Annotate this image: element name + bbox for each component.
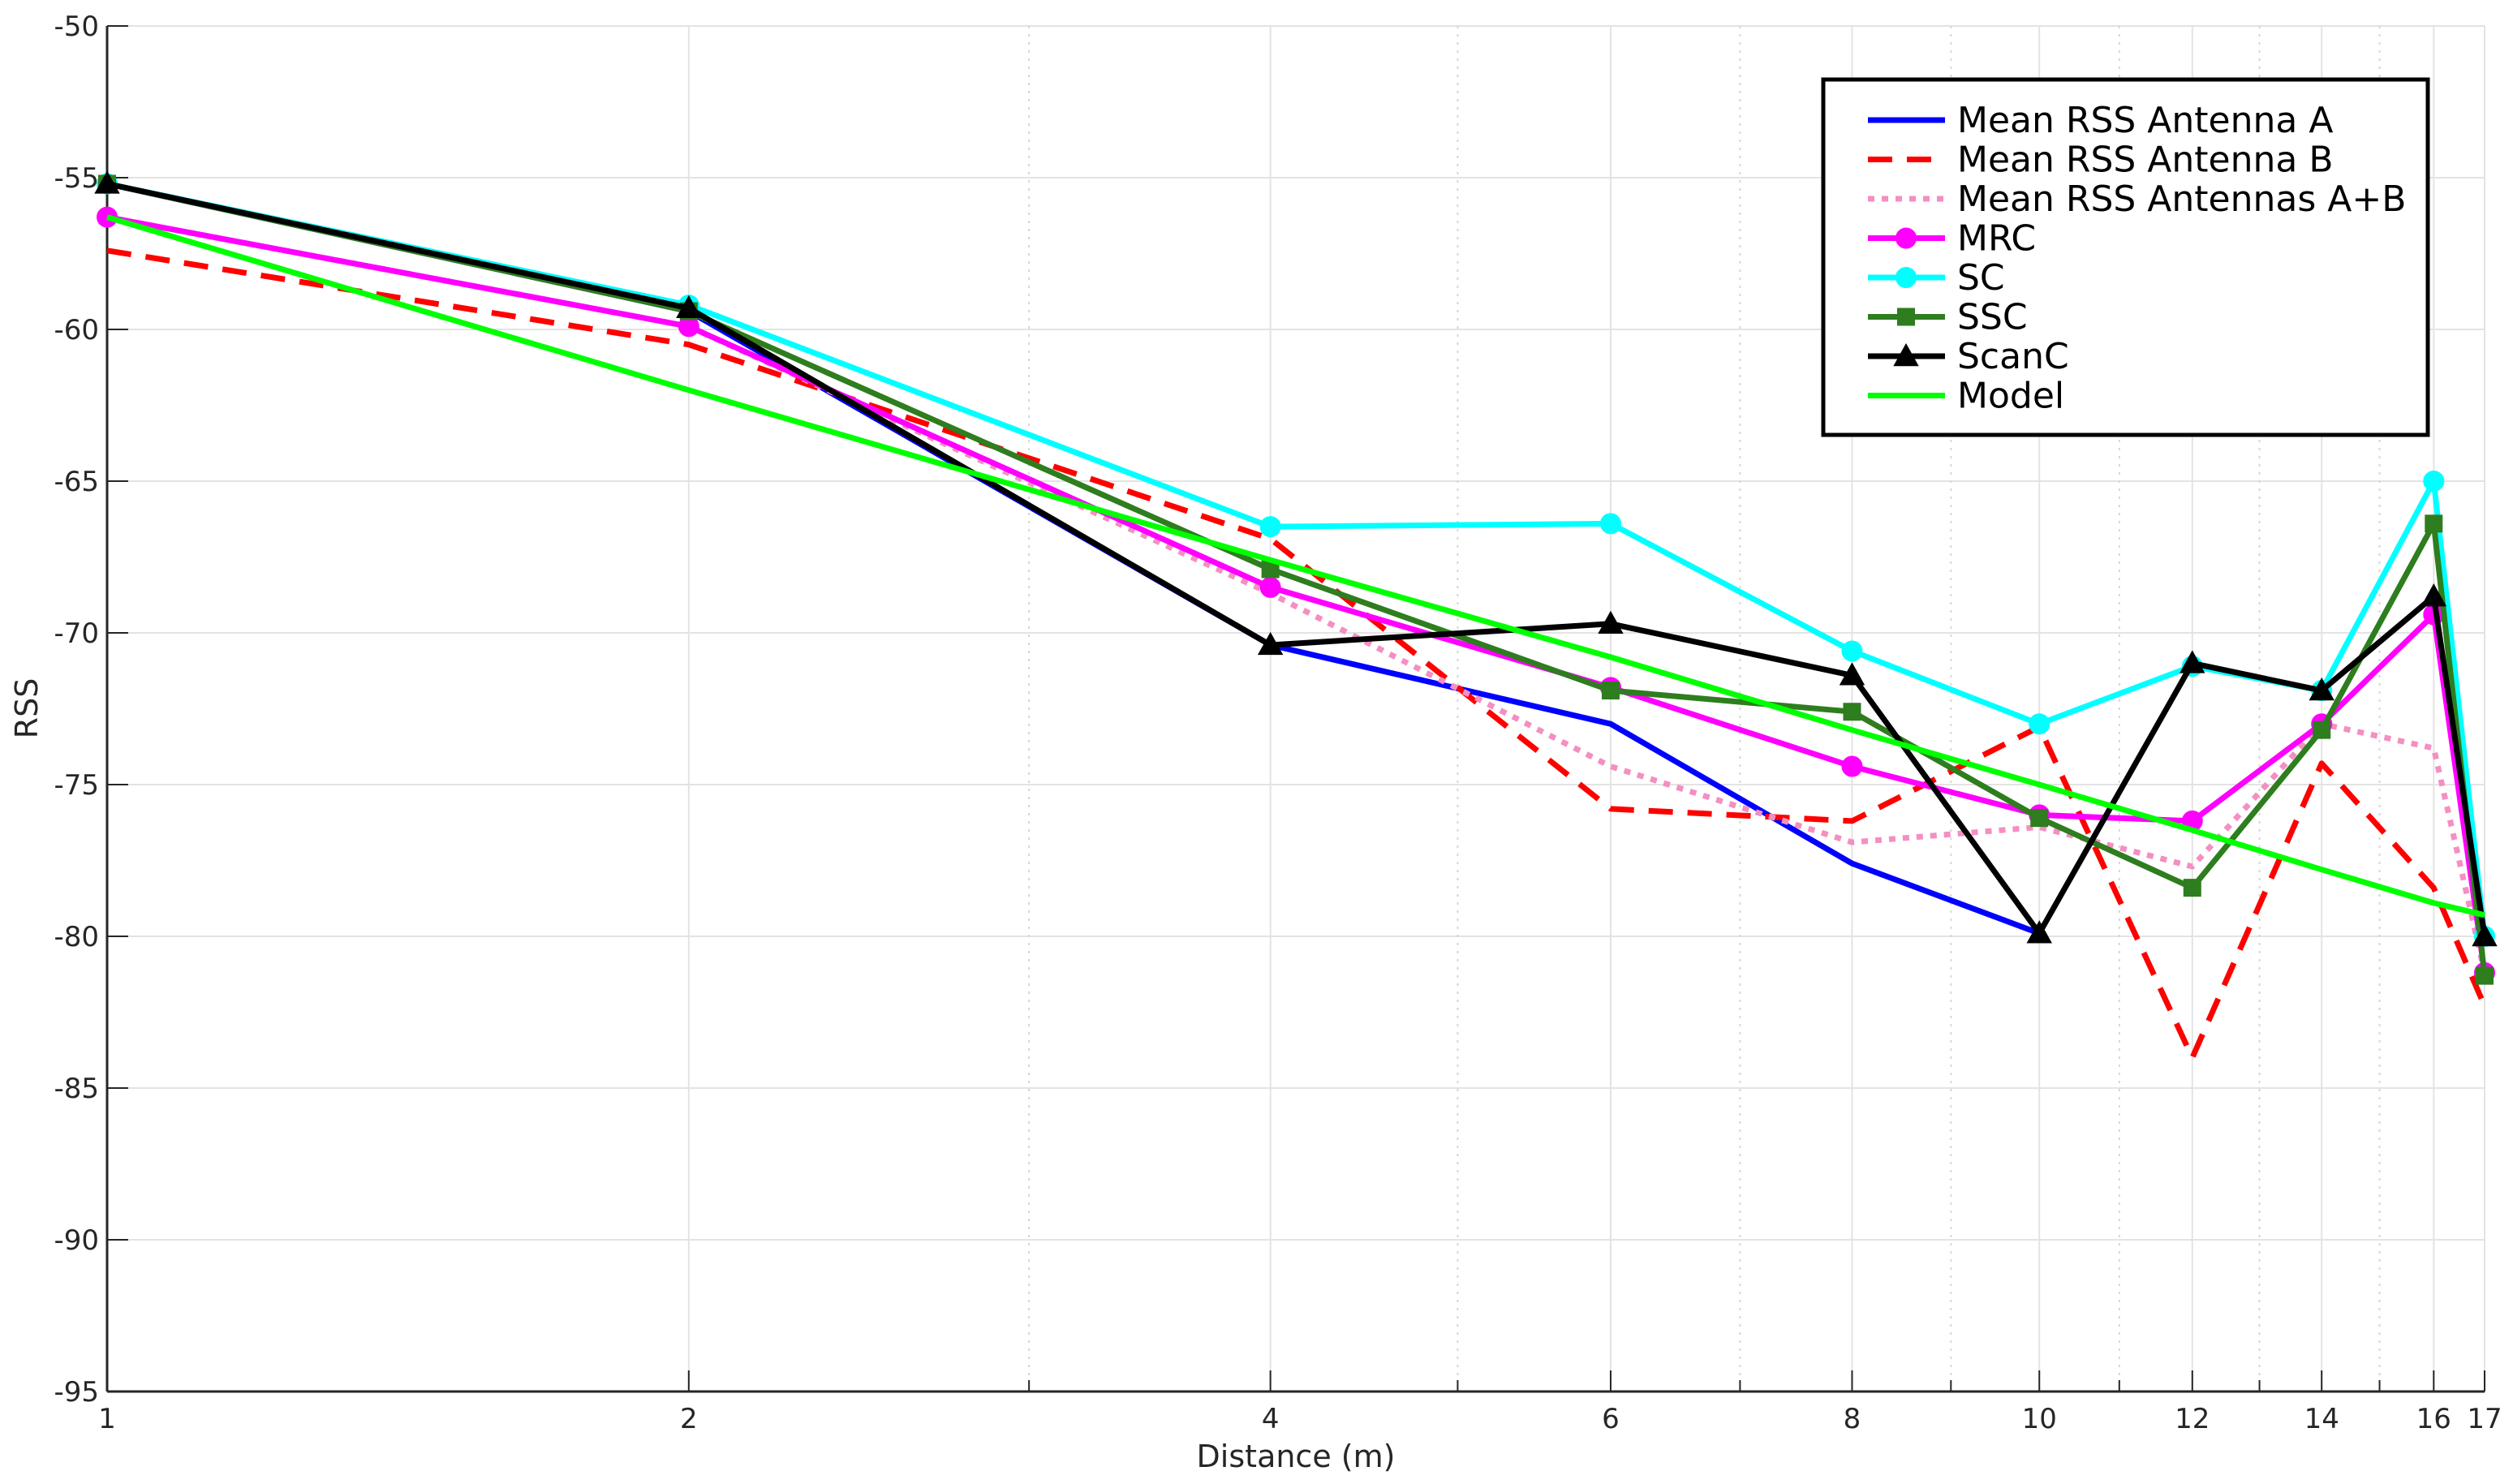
data-point xyxy=(2030,809,2049,828)
x-tick-label: 2 xyxy=(680,1403,698,1435)
data-point xyxy=(1599,513,1621,535)
x-tick-label: 10 xyxy=(2022,1403,2057,1435)
x-tick-label: 8 xyxy=(1844,1403,1861,1435)
data-point xyxy=(2183,879,2201,897)
legend-entry: Model xyxy=(1868,376,2064,417)
series-layer xyxy=(94,170,2498,1061)
series-line xyxy=(106,181,2488,976)
legend-label: ScanC xyxy=(1957,336,2069,377)
legend-label: MRC xyxy=(1957,218,2036,260)
series-line xyxy=(106,214,2485,918)
x-tick-label: 17 xyxy=(2467,1403,2502,1435)
legend-entry: Mean RSS Antenna A xyxy=(1868,100,2333,141)
legend-entry: SSC xyxy=(1868,297,2028,338)
y-tick-label: -90 xyxy=(54,1224,99,1257)
legend-entry: SC xyxy=(1868,257,2005,299)
legend-marker xyxy=(1896,227,1917,249)
y-axis-label: RSS xyxy=(9,678,45,739)
y-tick-label: -60 xyxy=(54,314,99,346)
data-point xyxy=(2423,471,2445,492)
data-point xyxy=(1839,662,1865,686)
legend-entry: MRC xyxy=(1868,218,2036,260)
y-tick-label: -95 xyxy=(54,1376,99,1409)
legend-entry: Mean RSS Antenna B xyxy=(1868,140,2334,181)
legend-label: SC xyxy=(1957,257,2005,299)
axes xyxy=(105,25,2485,1393)
legend-marker xyxy=(1896,267,1917,288)
y-tick-label: -50 xyxy=(54,11,99,43)
y-tick-label: -65 xyxy=(54,466,99,498)
legend-label: SSC xyxy=(1957,297,2028,338)
series-line xyxy=(106,214,2488,974)
data-point xyxy=(2472,923,2498,947)
y-tick-label: -55 xyxy=(54,162,99,195)
data-point xyxy=(1259,576,1281,598)
legend-entry: Mean RSS Antennas A+B xyxy=(1868,179,2406,220)
data-point xyxy=(1841,755,1863,777)
legend-label: Mean RSS Antenna A xyxy=(1957,100,2333,141)
legend-entry: ScanC xyxy=(1868,336,2069,377)
x-tick-label: 16 xyxy=(2416,1403,2451,1435)
x-tick-label: 4 xyxy=(1262,1403,1280,1435)
series-line xyxy=(106,181,2488,937)
legend-label: Mean RSS Antenna B xyxy=(1957,140,2334,181)
data-point xyxy=(2425,514,2443,533)
y-tick-label: -85 xyxy=(54,1073,99,1105)
data-point xyxy=(1843,703,1861,721)
data-point xyxy=(2180,650,2205,673)
x-tick-label: 14 xyxy=(2304,1403,2339,1435)
legend-marker xyxy=(1893,342,1919,367)
legend-label: Mean RSS Antennas A+B xyxy=(1957,179,2406,220)
data-point xyxy=(1841,640,1863,662)
data-point xyxy=(2026,920,2052,944)
data-point xyxy=(94,170,120,194)
legend-marker xyxy=(1897,308,1915,326)
y-tick-label: -70 xyxy=(54,617,99,650)
y-tick-label: -75 xyxy=(54,769,99,802)
x-tick-label: 6 xyxy=(1602,1403,1620,1435)
data-point xyxy=(2309,677,2334,701)
legend-box xyxy=(1821,77,2430,437)
data-point xyxy=(2029,713,2050,735)
data-point xyxy=(676,295,702,319)
series-7 xyxy=(106,214,2485,918)
tick-labels: -95-90-85-80-75-70-65-60-55-501 2 4 6 8 10 12 1… xyxy=(54,11,2502,1435)
x-tick-label: 1 xyxy=(98,1403,116,1435)
data-point xyxy=(1601,682,1620,700)
legend-label: Model xyxy=(1957,376,2064,417)
data-point xyxy=(1598,610,1624,634)
data-point xyxy=(1259,516,1281,538)
data-point xyxy=(2313,720,2331,739)
x-tick-label: 12 xyxy=(2175,1403,2210,1435)
y-tick-label: -80 xyxy=(54,921,99,953)
x-axis-label: Distance (m) xyxy=(1197,1439,1396,1474)
data-point xyxy=(1257,631,1284,656)
data-point xyxy=(2476,966,2494,985)
data-point xyxy=(2420,583,2447,607)
